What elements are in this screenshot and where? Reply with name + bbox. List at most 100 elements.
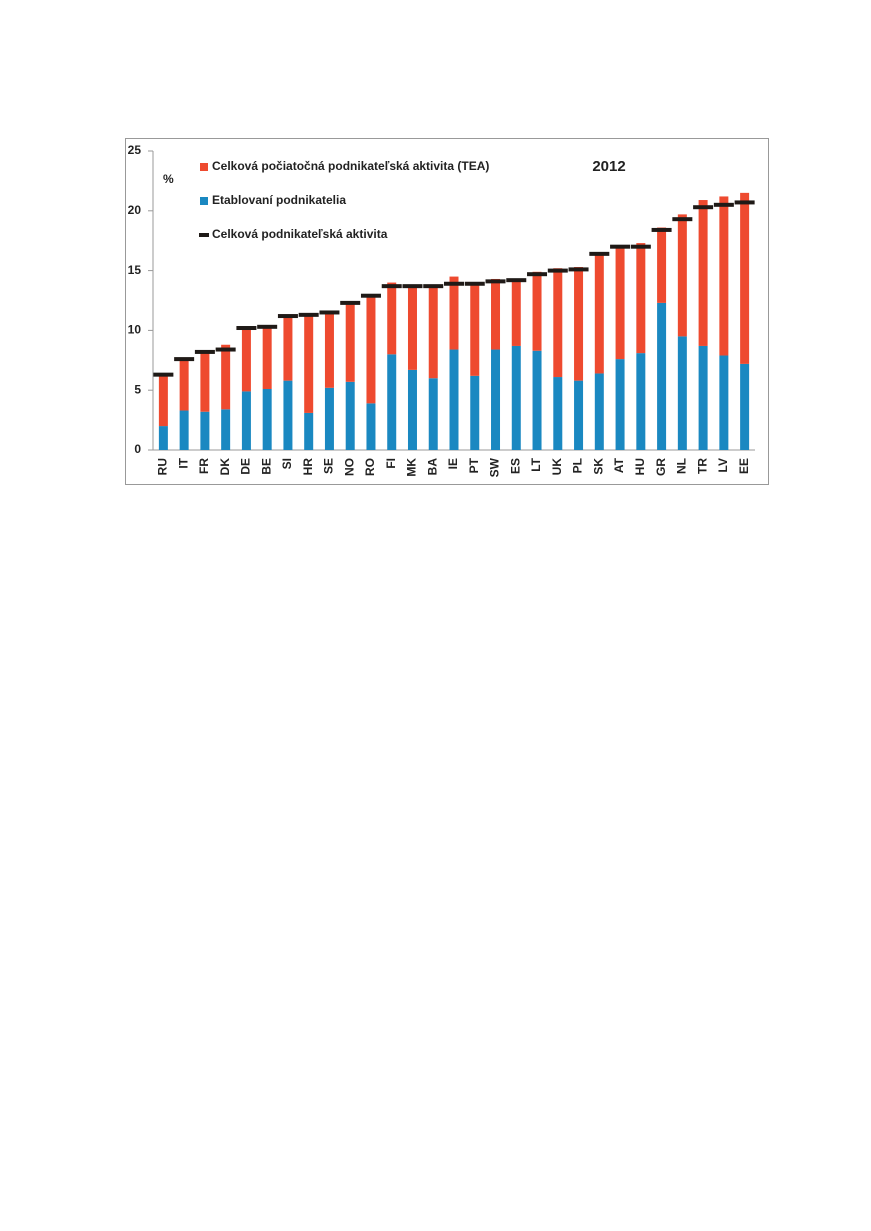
- total-marker: [568, 267, 589, 272]
- bar-segment: [511, 281, 521, 346]
- total-marker: [672, 217, 693, 222]
- bar-segment: [241, 328, 251, 392]
- bar-segment: [615, 245, 625, 360]
- total-marker: [693, 205, 714, 210]
- legend-label: Celková počiatočná podnikateľská aktivit…: [212, 159, 489, 173]
- y-axis-label: %: [163, 172, 174, 186]
- bar-segment: [594, 252, 604, 374]
- x-tick-label: RU: [156, 458, 170, 475]
- bar-segment: [366, 294, 376, 404]
- bar-segment: [636, 353, 646, 450]
- x-tick-label: ES: [508, 458, 522, 474]
- x-tick-label: RO: [363, 458, 377, 476]
- total-marker: [153, 372, 174, 377]
- legend-label: Etablovaní podnikatelia: [212, 193, 346, 207]
- bar-segment: [574, 380, 584, 450]
- bar-segment: [615, 359, 625, 450]
- x-tick-label: FI: [384, 458, 398, 469]
- bar-segment: [594, 373, 604, 450]
- bar-segment: [407, 287, 417, 370]
- total-marker: [713, 202, 734, 207]
- y-tick-label: 0: [134, 442, 141, 456]
- total-marker: [257, 324, 278, 329]
- bar-segment: [428, 378, 438, 450]
- bar-segment: [511, 345, 521, 450]
- bar-segment: [200, 351, 210, 412]
- x-tick-label: NL: [675, 458, 689, 474]
- bar-segment: [158, 374, 168, 427]
- bar-segment: [553, 377, 563, 450]
- total-marker: [423, 284, 444, 289]
- bar-segment: [304, 412, 314, 450]
- total-marker: [485, 279, 506, 284]
- bar-segment: [470, 283, 480, 376]
- bar-segment: [449, 276, 459, 350]
- x-tick-label: SW: [488, 457, 502, 477]
- x-tick-label: IT: [176, 457, 190, 468]
- bar-segment: [200, 411, 210, 450]
- bar-segment: [532, 350, 542, 450]
- bar-segment: [657, 227, 667, 303]
- x-tick-label: AT: [612, 457, 626, 473]
- y-tick-label: 20: [128, 203, 142, 217]
- total-marker: [444, 281, 464, 286]
- bar-segment: [428, 287, 438, 379]
- x-tick-label: LT: [529, 457, 543, 471]
- bar-segment: [532, 271, 542, 351]
- total-marker: [610, 244, 631, 249]
- x-tick-label: IE: [446, 458, 460, 469]
- x-tick-label: UK: [550, 458, 564, 476]
- total-marker: [215, 347, 236, 352]
- bar-segment: [221, 409, 231, 450]
- bar-segment: [345, 302, 355, 382]
- total-marker: [277, 314, 298, 319]
- bar-segment: [262, 389, 272, 450]
- total-marker: [319, 310, 340, 315]
- x-tick-label: TR: [695, 458, 709, 474]
- bar-segment: [387, 354, 397, 450]
- bar-segment: [345, 381, 355, 450]
- total-marker: [464, 281, 485, 286]
- bar-segment: [677, 336, 687, 450]
- bar-segment: [221, 344, 231, 410]
- x-tick-label: PT: [467, 457, 481, 473]
- x-tick-label: MK: [405, 458, 419, 477]
- bar-segment: [553, 268, 563, 378]
- x-tick-label: DE: [239, 458, 253, 475]
- y-tick-label: 5: [134, 382, 141, 396]
- total-marker: [402, 284, 423, 289]
- x-tick-label: SI: [280, 458, 294, 469]
- chart-title: 2012: [592, 158, 625, 175]
- bar-segment: [491, 349, 501, 450]
- y-tick-label: 25: [128, 143, 142, 157]
- total-marker: [298, 312, 319, 317]
- bar-segment: [241, 391, 251, 450]
- bar-segment: [158, 426, 168, 450]
- bar-segment: [698, 200, 708, 346]
- total-marker: [506, 278, 527, 283]
- x-tick-label: LV: [716, 458, 730, 472]
- bar-segment: [470, 375, 480, 450]
- total-marker: [194, 349, 215, 354]
- x-tick-label: EE: [737, 458, 751, 474]
- bar-segment: [698, 345, 708, 450]
- bar-segment: [304, 314, 314, 413]
- legend-swatch: [200, 163, 208, 171]
- x-tick-label: FR: [197, 458, 211, 474]
- bar-segment: [407, 369, 417, 450]
- x-tick-label: BA: [425, 458, 439, 476]
- total-marker: [651, 227, 672, 232]
- total-marker: [547, 268, 568, 273]
- bar-segment: [387, 282, 397, 355]
- total-marker: [527, 272, 548, 277]
- legend-swatch: [199, 233, 209, 237]
- bar-segment: [366, 403, 376, 450]
- x-tick-label: PL: [571, 458, 585, 473]
- total-marker: [381, 284, 402, 289]
- bar-segment: [283, 316, 293, 381]
- bar-segment: [636, 243, 646, 354]
- x-tick-label: DK: [218, 458, 232, 476]
- total-marker: [734, 200, 755, 205]
- bar-segment: [740, 192, 750, 364]
